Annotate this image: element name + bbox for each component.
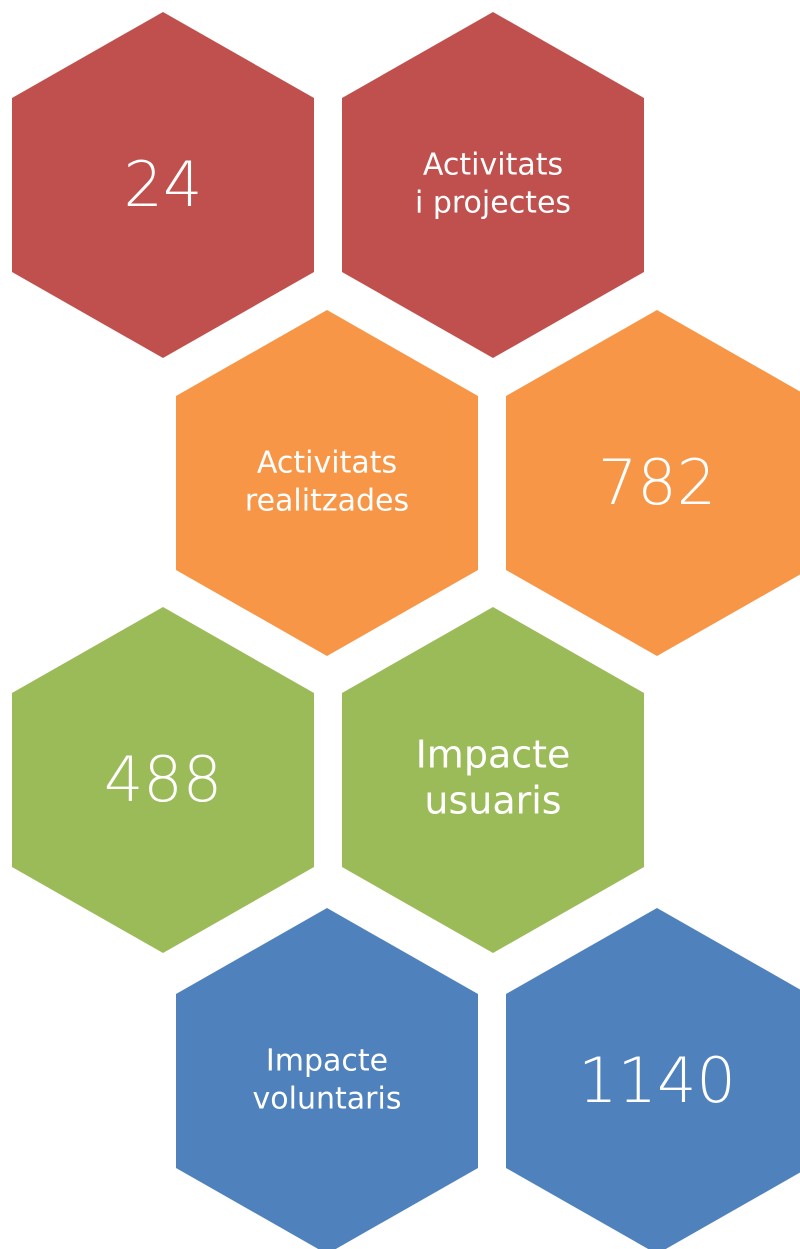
hexagon [342,12,644,358]
metric-label: voluntaris [253,1082,402,1117]
metric-label: Impacte [416,733,571,777]
hexagon [12,12,314,358]
metric-label: i projectes [415,186,571,221]
hexagon [176,908,478,1249]
metric-label: Impacte [266,1044,388,1079]
hexagon [506,908,800,1249]
metric-label: Activitats [257,446,397,481]
metric-number: 782 [598,446,716,519]
metric-number: 1140 [578,1044,736,1117]
metric-label: usuaris [424,779,561,823]
metric-label: realitzades [245,484,409,519]
hexagon [12,607,314,953]
hexagon [506,310,800,656]
metric-number: 24 [124,148,203,221]
metric-number: 488 [104,743,222,816]
hexagon [342,607,644,953]
hexagon [176,310,478,656]
metric-label: Activitats [423,148,563,183]
